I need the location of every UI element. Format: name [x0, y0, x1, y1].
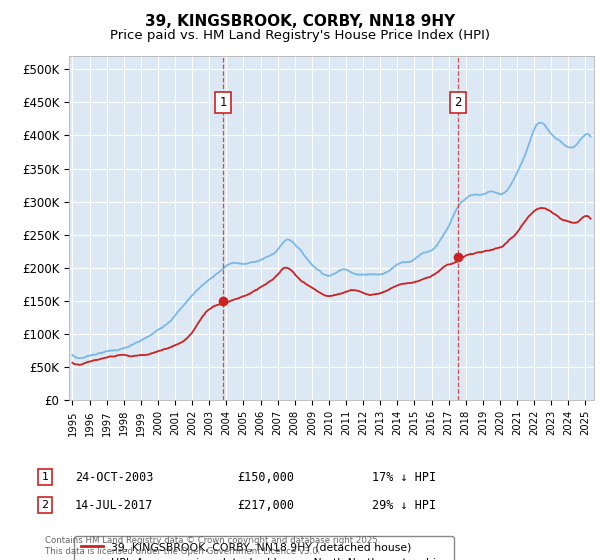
Text: 1: 1 [220, 96, 227, 109]
Legend: 39, KINGSBROOK, CORBY, NN18 9HY (detached house), HPI: Average price, detached h: 39, KINGSBROOK, CORBY, NN18 9HY (detache… [74, 536, 454, 560]
Text: 2: 2 [41, 500, 49, 510]
Text: 2: 2 [454, 96, 461, 109]
Text: 29% ↓ HPI: 29% ↓ HPI [372, 498, 436, 512]
Text: 14-JUL-2017: 14-JUL-2017 [75, 498, 154, 512]
Text: Contains HM Land Registry data © Crown copyright and database right 2025.
This d: Contains HM Land Registry data © Crown c… [45, 536, 380, 556]
Text: £150,000: £150,000 [237, 470, 294, 484]
Text: 17% ↓ HPI: 17% ↓ HPI [372, 470, 436, 484]
Text: 39, KINGSBROOK, CORBY, NN18 9HY: 39, KINGSBROOK, CORBY, NN18 9HY [145, 14, 455, 29]
Text: 24-OCT-2003: 24-OCT-2003 [75, 470, 154, 484]
Text: £217,000: £217,000 [237, 498, 294, 512]
Text: 1: 1 [41, 472, 49, 482]
Text: Price paid vs. HM Land Registry's House Price Index (HPI): Price paid vs. HM Land Registry's House … [110, 29, 490, 42]
